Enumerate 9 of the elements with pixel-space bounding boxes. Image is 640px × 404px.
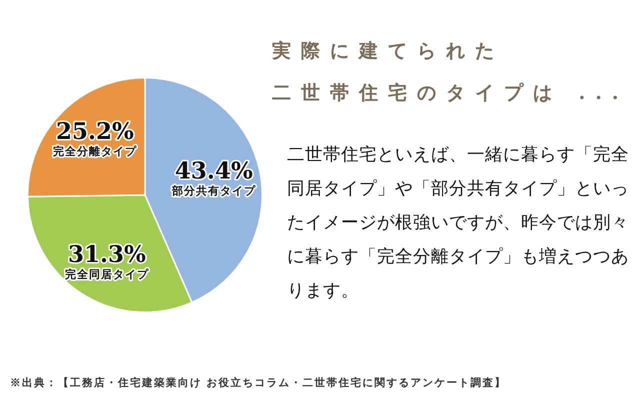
data-label: 43.4% bbox=[174, 158, 253, 185]
slice-label: 部分共有タイプ bbox=[170, 184, 256, 198]
slice-label: 完全同居タイプ bbox=[64, 268, 149, 281]
slice-label: 完全分離タイプ bbox=[52, 144, 137, 158]
data-label: 31.3% bbox=[68, 240, 146, 268]
text: 二世帯住宅といえば、一緒に暮らす「完全同居タイプ」や「部分共有タイプ」といったイメージが根強いですが、昨今では別々に暮らす「完全分離タイプ」も増えつつあります。 bbox=[287, 144, 630, 303]
data-label: 25.2% bbox=[56, 118, 134, 145]
text: ※出典：【工務店・住宅建築業向け お役立ちコラム・二世帯住宅に関するアンケート調査】 bbox=[10, 376, 507, 390]
text: 実際に建てられた二世帯住宅のタイプは ... bbox=[272, 39, 630, 106]
